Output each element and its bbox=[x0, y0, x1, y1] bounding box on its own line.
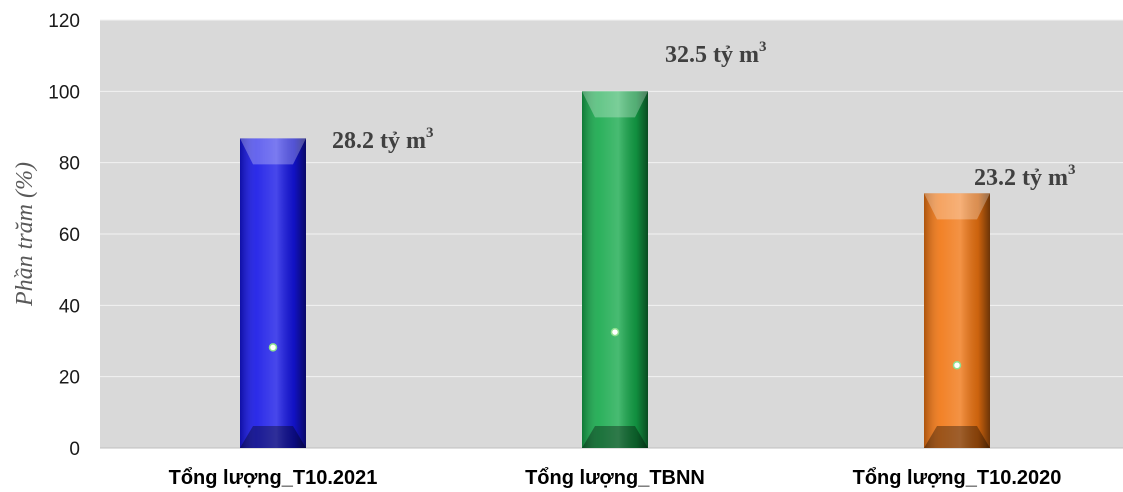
data-label-main: 28.2 tỷ m bbox=[332, 128, 426, 154]
y-tick-label: 80 bbox=[59, 154, 80, 175]
bar-bevel-top bbox=[924, 193, 990, 220]
y-tick-label: 0 bbox=[69, 439, 80, 460]
data-label-superscript: 3 bbox=[1068, 162, 1076, 178]
bar bbox=[240, 138, 306, 448]
bar-bevel-top bbox=[240, 138, 306, 165]
y-tick-label: 40 bbox=[59, 296, 80, 317]
bar bbox=[582, 91, 648, 448]
data-label: 32.5 tỷ m3 bbox=[665, 39, 766, 68]
y-tick-label: 60 bbox=[59, 225, 80, 246]
data-label-superscript: 3 bbox=[759, 39, 767, 55]
data-label-main: 32.5 tỷ m bbox=[665, 42, 759, 68]
x-category-label: Tổng lượng_T10.2021 bbox=[169, 467, 378, 489]
marker-point bbox=[268, 343, 278, 352]
y-tick-label: 20 bbox=[59, 368, 80, 389]
x-category-label: Tổng lượng_TBNN bbox=[525, 467, 705, 489]
data-label: 28.2 tỷ m3 bbox=[332, 125, 433, 154]
x-axis-categories: Tổng lượng_T10.2021 Tổng lượng_TBNN Tổng l… bbox=[169, 467, 1062, 489]
bar bbox=[924, 193, 990, 448]
y-axis-label: Phần trăm (%) bbox=[12, 162, 38, 307]
bar-bevel-bottom bbox=[240, 426, 306, 448]
data-label-superscript: 3 bbox=[426, 125, 434, 141]
y-axis-ticks: 0 20 40 60 80 100 120 bbox=[48, 11, 80, 460]
bar-shading bbox=[582, 91, 648, 448]
y-tick-label: 100 bbox=[48, 82, 80, 103]
data-label: 23.2 tỷ m3 bbox=[974, 162, 1075, 191]
data-label-main: 23.2 tỷ m bbox=[974, 165, 1068, 191]
bar-bevel-bottom bbox=[924, 426, 990, 448]
y-tick-label: 120 bbox=[48, 11, 80, 32]
x-category-label: Tổng lượng_T10.2020 bbox=[853, 467, 1062, 489]
bar-shading bbox=[240, 138, 306, 448]
marker-point bbox=[610, 327, 620, 337]
bars bbox=[240, 91, 990, 448]
bar-shading bbox=[924, 193, 990, 448]
bar-bevel-bottom bbox=[582, 426, 648, 448]
marker-point bbox=[952, 361, 962, 370]
bar-bevel-top bbox=[582, 91, 648, 118]
